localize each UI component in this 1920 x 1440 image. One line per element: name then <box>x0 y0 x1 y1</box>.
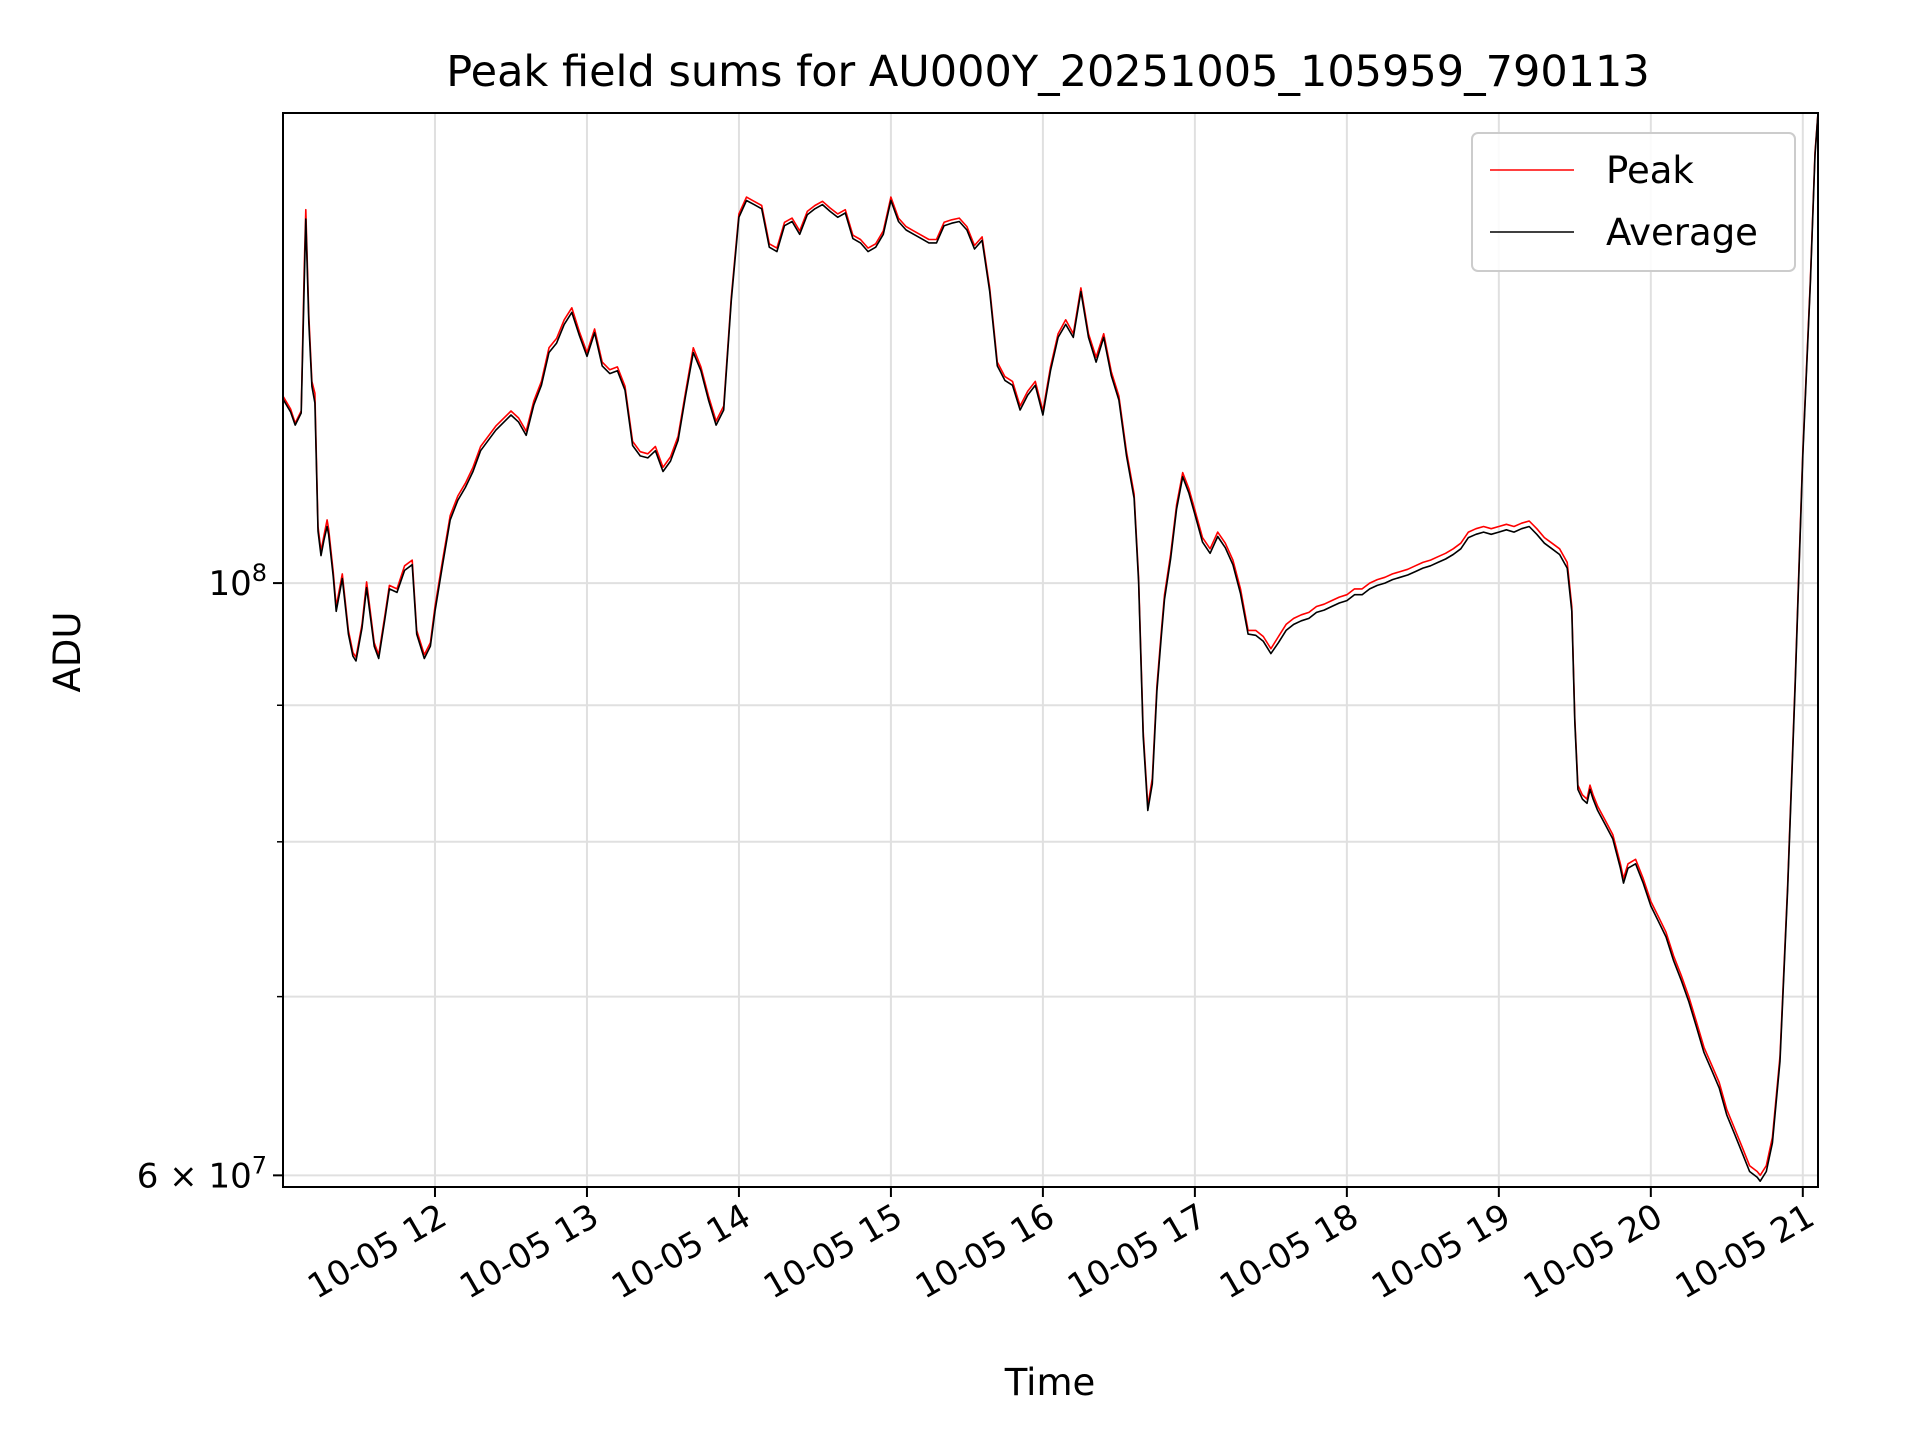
y-axis-label: ADU <box>46 612 89 693</box>
x-axis-label: Time <box>1004 1361 1096 1404</box>
legend-label-peak: Peak <box>1606 149 1694 192</box>
plot-frame <box>282 112 1819 1188</box>
y-tick-label: 6 × 107 <box>137 1151 267 1196</box>
series-line-average <box>282 112 1819 1182</box>
legend-label-average: Average <box>1606 211 1758 254</box>
legend-box <box>1471 132 1796 272</box>
y-tick-label: 108 <box>208 559 267 604</box>
legend: Peak Average <box>1471 132 1796 272</box>
y-axis: 108 6 × 107 <box>137 559 283 1196</box>
grid-lines <box>283 113 1818 1187</box>
series-layer <box>282 112 1819 1182</box>
chart-title: Peak field sums for AU000Y_20251005_1059… <box>446 47 1650 97</box>
